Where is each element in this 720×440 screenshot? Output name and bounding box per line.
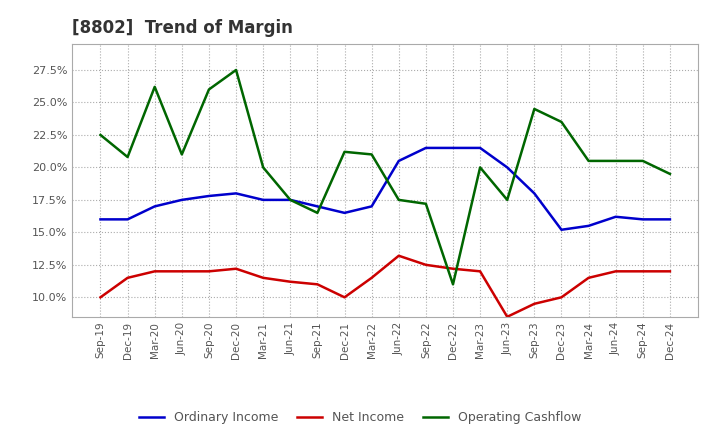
Ordinary Income: [665, 217, 674, 222]
Operating Cashflow: [503, 197, 511, 202]
Operating Cashflow: [123, 154, 132, 160]
Ordinary Income: [96, 217, 105, 222]
Operating Cashflow: [313, 210, 322, 216]
Operating Cashflow: [204, 87, 213, 92]
Ordinary Income: [421, 145, 430, 150]
Net Income: [150, 269, 159, 274]
Operating Cashflow: [557, 119, 566, 125]
Net Income: [665, 269, 674, 274]
Net Income: [611, 269, 620, 274]
Operating Cashflow: [232, 67, 240, 73]
Net Income: [259, 275, 268, 280]
Operating Cashflow: [421, 201, 430, 206]
Operating Cashflow: [395, 197, 403, 202]
Operating Cashflow: [449, 282, 457, 287]
Ordinary Income: [259, 197, 268, 202]
Operating Cashflow: [476, 165, 485, 170]
Net Income: [557, 295, 566, 300]
Net Income: [286, 279, 294, 284]
Operating Cashflow: [611, 158, 620, 164]
Operating Cashflow: [178, 152, 186, 157]
Operating Cashflow: [259, 165, 268, 170]
Ordinary Income: [584, 223, 593, 228]
Ordinary Income: [178, 197, 186, 202]
Operating Cashflow: [584, 158, 593, 164]
Line: Net Income: Net Income: [101, 256, 670, 317]
Net Income: [395, 253, 403, 258]
Ordinary Income: [395, 158, 403, 164]
Ordinary Income: [123, 217, 132, 222]
Ordinary Income: [449, 145, 457, 150]
Net Income: [204, 269, 213, 274]
Ordinary Income: [313, 204, 322, 209]
Net Income: [476, 269, 485, 274]
Net Income: [530, 301, 539, 306]
Ordinary Income: [611, 214, 620, 220]
Operating Cashflow: [96, 132, 105, 138]
Ordinary Income: [503, 165, 511, 170]
Net Income: [503, 314, 511, 319]
Text: [8802]  Trend of Margin: [8802] Trend of Margin: [72, 19, 293, 37]
Ordinary Income: [476, 145, 485, 150]
Ordinary Income: [232, 191, 240, 196]
Ordinary Income: [530, 191, 539, 196]
Ordinary Income: [557, 227, 566, 232]
Operating Cashflow: [286, 197, 294, 202]
Legend: Ordinary Income, Net Income, Operating Cashflow: Ordinary Income, Net Income, Operating C…: [134, 407, 586, 429]
Net Income: [584, 275, 593, 280]
Net Income: [639, 269, 647, 274]
Ordinary Income: [286, 197, 294, 202]
Line: Operating Cashflow: Operating Cashflow: [101, 70, 670, 284]
Ordinary Income: [204, 193, 213, 198]
Net Income: [341, 295, 349, 300]
Ordinary Income: [639, 217, 647, 222]
Net Income: [232, 266, 240, 271]
Ordinary Income: [367, 204, 376, 209]
Net Income: [421, 262, 430, 268]
Ordinary Income: [341, 210, 349, 216]
Net Income: [96, 295, 105, 300]
Net Income: [367, 275, 376, 280]
Operating Cashflow: [639, 158, 647, 164]
Net Income: [178, 269, 186, 274]
Net Income: [313, 282, 322, 287]
Operating Cashflow: [530, 106, 539, 112]
Ordinary Income: [150, 204, 159, 209]
Line: Ordinary Income: Ordinary Income: [101, 148, 670, 230]
Operating Cashflow: [367, 152, 376, 157]
Operating Cashflow: [341, 149, 349, 154]
Operating Cashflow: [665, 171, 674, 176]
Operating Cashflow: [150, 84, 159, 89]
Net Income: [123, 275, 132, 280]
Net Income: [449, 266, 457, 271]
